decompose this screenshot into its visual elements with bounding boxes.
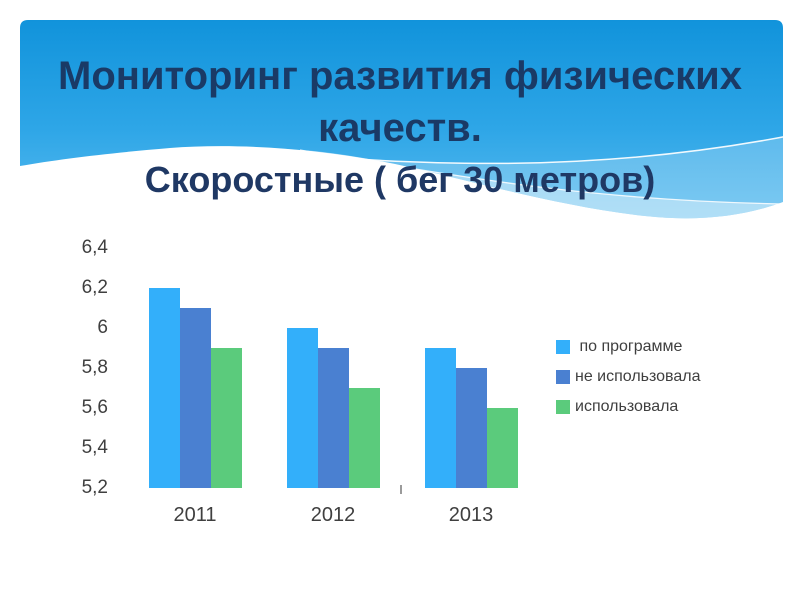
wave-line-upper (239, 135, 789, 165)
bar-2013-series2 (455, 368, 487, 488)
bar-2013-series3 (486, 408, 518, 488)
x-axis-label: 2012 (310, 504, 356, 526)
chart-legend: по программе не использовала использовала (556, 332, 701, 422)
bar-2012-series1 (286, 328, 318, 488)
y-tick-label: 5,6 (81, 397, 108, 418)
stray-axis-tick (400, 485, 402, 494)
legend-label: по программе (575, 338, 683, 355)
x-axis-label: 2011 (173, 504, 217, 526)
bar-2011-series1 (148, 288, 180, 488)
banner-wave-background (20, 20, 789, 219)
slide-title-line1: Мониторинг развития физических (58, 54, 742, 98)
wave-line-lower (299, 149, 784, 205)
legend-item: не использовала (556, 362, 701, 392)
bar-2013-series1 (424, 348, 456, 488)
wave-overlay-pale (300, 150, 783, 219)
legend-swatch (556, 370, 570, 384)
slide-subtitle: Скоростные ( бег 30 метров) (144, 159, 656, 200)
legend-label: не использовала (575, 368, 701, 385)
bar-2011-series2 (179, 308, 211, 488)
y-tick-label: 6,4 (81, 237, 108, 258)
y-tick-label: 5,2 (81, 477, 108, 498)
legend-swatch (556, 340, 570, 354)
y-tick-label: 6,2 (81, 277, 108, 298)
y-tick-label: 5,4 (81, 437, 108, 458)
bar-2011-series3 (210, 348, 242, 488)
legend-swatch (556, 400, 570, 414)
slide-title-line2: качеств. (318, 106, 482, 150)
y-tick-label: 5,8 (81, 357, 108, 378)
legend-item: по программе (556, 332, 701, 362)
legend-label: использовала (575, 398, 679, 415)
x-axis-label: 2013 (448, 504, 494, 526)
bar-2012-series2 (317, 348, 349, 488)
legend-item: использовала (556, 392, 701, 422)
y-tick-label: 6 (97, 317, 108, 338)
banner-shape (20, 20, 783, 219)
bar-2012-series3 (348, 388, 380, 488)
